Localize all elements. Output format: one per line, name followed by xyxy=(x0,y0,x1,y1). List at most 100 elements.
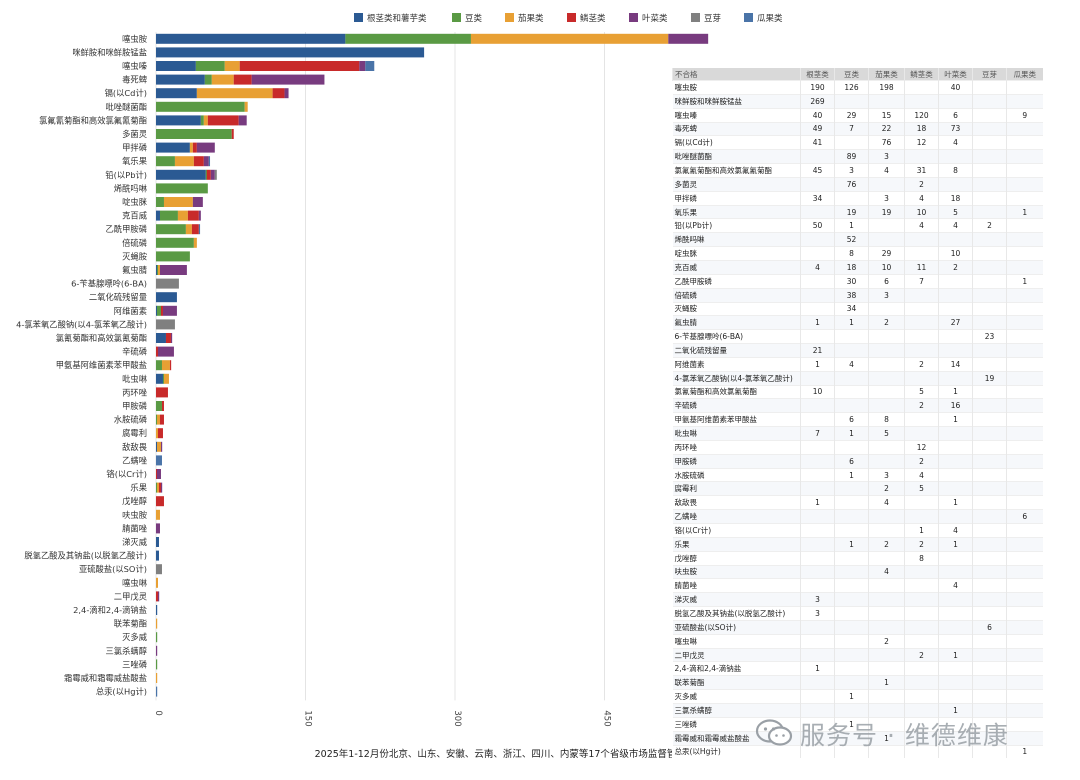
y-tick-label: 二甲戊灵 xyxy=(114,591,147,601)
table-cell: 1 xyxy=(938,702,973,718)
bar-segment xyxy=(159,414,164,425)
table-row: 三氯杀螨醇 1 xyxy=(672,702,1043,718)
table-cell xyxy=(1006,550,1043,566)
bar-segment xyxy=(156,237,194,248)
bar-segment xyxy=(156,88,197,99)
table-cell xyxy=(800,744,835,759)
table-cell xyxy=(868,301,905,316)
table-row: 水胺硫磷 1 3 4 xyxy=(672,467,1043,482)
table-row-label: 辛硫磷 xyxy=(672,398,801,413)
table-cell xyxy=(1006,398,1043,413)
y-tick-label: 噻虫嗪 xyxy=(122,61,148,71)
table-cell: 1 xyxy=(834,467,869,482)
table-row: 戊唑醇 8 xyxy=(672,550,1043,566)
table-row-label: 灭蝇胺 xyxy=(672,301,801,316)
legend-item: 瓜果类 xyxy=(744,13,783,24)
table-cell xyxy=(800,398,835,413)
bar-segment xyxy=(233,74,252,85)
table-cell: 5 xyxy=(868,426,905,441)
bar-segment xyxy=(198,224,201,235)
table-cell xyxy=(972,523,1007,538)
table-cell xyxy=(800,176,835,192)
table-row: 吡唑醚菌酯 89 3 xyxy=(672,149,1043,164)
y-tick-label: 戊唑醇 xyxy=(122,496,147,506)
table-row-label: 灭多威 xyxy=(672,689,801,704)
bar-segment xyxy=(156,469,161,479)
y-tick-label: 吡唑醚菌酯 xyxy=(106,102,148,112)
table-cell xyxy=(800,578,835,593)
table-cell: 198 xyxy=(868,80,905,95)
y-tick-label: 乙酰甲胺磷 xyxy=(106,224,148,234)
table-cell xyxy=(904,716,939,732)
table-row: 氯氰菊酯和高效氯氰菊酯 10 5 1 xyxy=(672,384,1043,399)
y-tick-label: 氟虫腈 xyxy=(122,265,147,275)
table-cell: 18 xyxy=(904,121,939,136)
table-cell xyxy=(972,439,1007,455)
table-cell: 2 xyxy=(938,259,973,275)
table-cell: 34 xyxy=(800,190,835,206)
bar-segment xyxy=(156,265,159,275)
table-cell xyxy=(868,716,905,732)
table-cell: 12 xyxy=(904,439,939,455)
bar-segment xyxy=(470,33,669,44)
table-row-label: 烯酰吗啉 xyxy=(672,232,801,247)
table-row: 氯氟氰菊酯和高效氯氟氰菊酯 45 3 4 31 8 xyxy=(672,163,1043,178)
bar-segment xyxy=(156,482,158,493)
table-cell: 19 xyxy=(972,370,1007,386)
table-cell xyxy=(800,550,835,566)
y-tick-label: 二氧化硫残留量 xyxy=(89,292,147,302)
table-cell xyxy=(972,135,1007,150)
table-cell xyxy=(800,301,835,316)
bar-segment xyxy=(158,482,161,493)
table-cell xyxy=(938,550,973,566)
table-cell: 4 xyxy=(904,218,939,233)
table-cell xyxy=(972,259,1007,275)
table-cell xyxy=(938,716,973,732)
table-cell xyxy=(1006,301,1043,316)
y-tick-label: 铬(以Cr计) xyxy=(106,469,147,479)
y-tick-label: 啶虫脒 xyxy=(122,197,148,207)
table-cell xyxy=(1006,578,1043,593)
bar-segment xyxy=(159,210,178,221)
table-cell: 41 xyxy=(800,135,835,150)
table-cell: 29 xyxy=(834,107,869,123)
bar-segment xyxy=(160,441,163,452)
bar-segment xyxy=(193,237,197,248)
y-tick-label: 敌敌畏 xyxy=(122,442,147,452)
bar-segment xyxy=(210,169,215,180)
table-header-cell: 瓜果类 xyxy=(1006,68,1043,81)
table-cell: 10 xyxy=(868,259,905,275)
legend-item: 豆类 xyxy=(452,13,483,24)
table-cell xyxy=(1006,453,1043,469)
table-cell: 8 xyxy=(938,163,973,178)
table-row: 啶虫脒 8 29 10 xyxy=(672,246,1043,261)
table-cell xyxy=(1006,606,1043,621)
table-cell: 8 xyxy=(904,550,939,566)
bar-segment xyxy=(156,564,162,575)
table-row: 联苯菊酯 1 xyxy=(672,675,1043,690)
table-cell: 40 xyxy=(800,107,835,123)
table-cell: 4 xyxy=(938,523,973,538)
table-cell xyxy=(904,730,939,745)
legend-swatch xyxy=(629,13,638,22)
table-cell xyxy=(800,412,835,427)
table-cell xyxy=(834,509,869,524)
table-cell xyxy=(1006,287,1043,302)
table-cell xyxy=(972,412,1007,427)
bar-segment xyxy=(359,61,366,71)
table-row: 灭多威 1 xyxy=(672,689,1043,704)
bar-segment xyxy=(156,645,158,656)
table-cell: 4 xyxy=(938,218,973,233)
y-tick-label: 6-苄基腺嘌呤(6-BA) xyxy=(71,279,147,289)
table-cell xyxy=(800,633,835,649)
table-cell: 2 xyxy=(868,536,905,552)
table-cell xyxy=(972,730,1007,745)
bar-segment xyxy=(156,469,158,479)
table-cell xyxy=(972,176,1007,192)
table-row-label: 呋虫胺 xyxy=(672,564,801,579)
table-cell: 8 xyxy=(834,246,869,261)
table-cell xyxy=(868,398,905,413)
table-row-label: 氧乐果 xyxy=(672,204,801,219)
table-cell xyxy=(800,149,835,164)
bar-segment xyxy=(189,142,193,153)
